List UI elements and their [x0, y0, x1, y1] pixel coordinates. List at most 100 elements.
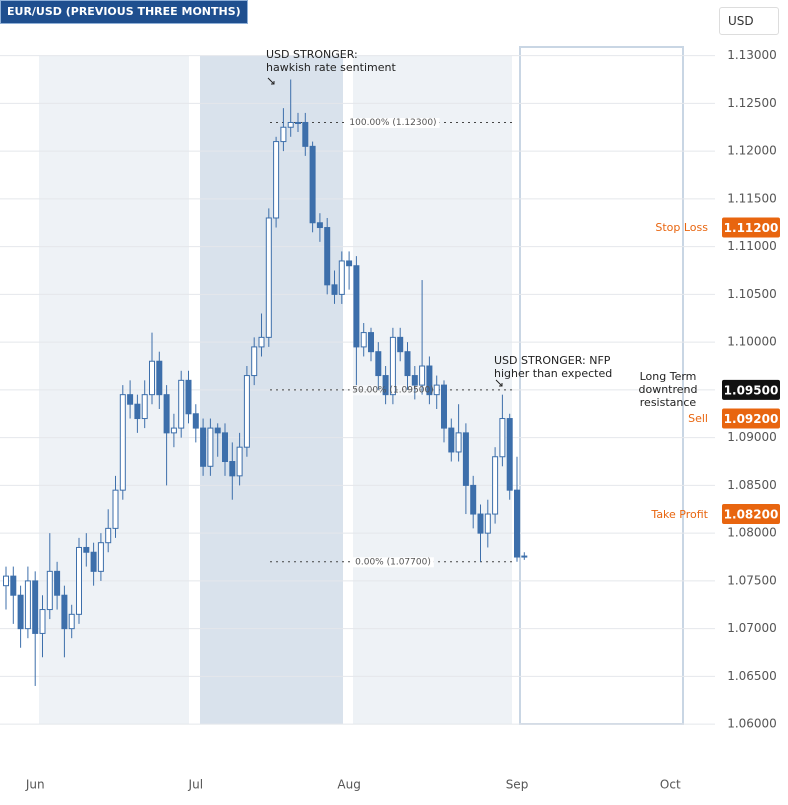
- candle-body: [448, 427, 455, 453]
- y-tick-label: 1.08000: [727, 526, 777, 540]
- candle-body: [419, 365, 426, 386]
- candle-body: [404, 351, 411, 377]
- fib-label-bg: [346, 117, 440, 128]
- candle-body: [105, 527, 112, 544]
- candle-body: [477, 513, 484, 534]
- candle-body: [149, 360, 155, 396]
- y-tick-label: 1.08500: [727, 478, 777, 492]
- annotation-arrow: [267, 77, 275, 85]
- candle-body: [178, 379, 185, 429]
- candle-body: [251, 346, 258, 377]
- candle-body: [76, 546, 82, 615]
- candle-body: [46, 570, 53, 611]
- x-tick-label: Oct: [660, 778, 681, 792]
- candle-body: [462, 432, 469, 486]
- annotation-arrow: [495, 379, 503, 387]
- y-tick-label: 1.10000: [727, 335, 777, 349]
- candle-body: [141, 394, 148, 420]
- candle-body: [243, 375, 250, 448]
- x-tick-label: Sep: [506, 778, 529, 792]
- candle-body: [295, 121, 301, 124]
- price-badge: [722, 217, 780, 238]
- candle-body: [338, 260, 345, 295]
- y-tick-label: 1.06000: [727, 717, 777, 731]
- candle-body: [207, 427, 214, 467]
- candle-body: [309, 145, 316, 224]
- candle-body: [200, 427, 207, 467]
- y-tick-label: 1.10500: [727, 287, 777, 301]
- candle-body: [222, 432, 228, 463]
- annotation: USD STRONGER: NFP higher than expected: [494, 354, 613, 380]
- candle-body: [258, 336, 265, 348]
- candle-body: [10, 575, 17, 596]
- y-tick-label: 1.07500: [727, 573, 777, 587]
- level-name: Sell: [688, 412, 708, 426]
- candle-body: [397, 336, 404, 353]
- fib-label: 100.00% (1.12300): [349, 118, 436, 128]
- currency-selector[interactable]: USD: [719, 7, 779, 35]
- candle-body: [324, 227, 331, 286]
- candle-body: [411, 375, 418, 386]
- y-tick-label: 1.12500: [727, 96, 777, 110]
- candle-body: [353, 265, 360, 348]
- price-badge-label: 1.09500: [724, 383, 779, 397]
- candle-body: [83, 546, 90, 553]
- candle-body: [61, 594, 68, 630]
- price-badge: [722, 408, 780, 429]
- candle-body: [192, 413, 199, 429]
- candle-body: [499, 418, 506, 458]
- price-badge: [722, 504, 780, 525]
- price-badge-label: 1.09200: [724, 412, 779, 426]
- price-badge-label: 1.08200: [724, 508, 779, 522]
- candle-body: [331, 284, 338, 295]
- level-name: Long Term downtrend resistance: [638, 370, 698, 410]
- candle-body: [236, 446, 243, 477]
- candle-body: [39, 609, 46, 634]
- candle-body: [455, 432, 462, 453]
- candle-body: [90, 551, 97, 572]
- candle-body: [170, 427, 177, 434]
- y-tick-label: 1.11500: [727, 191, 777, 205]
- candle-body: [32, 580, 39, 634]
- candle-body: [346, 260, 353, 267]
- y-tick-label: 1.11000: [727, 239, 777, 253]
- candle-body: [112, 489, 119, 529]
- y-tick-label: 1.13000: [727, 48, 777, 62]
- y-tick-label: 1.07000: [727, 621, 777, 635]
- candle-body: [3, 575, 9, 587]
- level-name: Stop Loss: [655, 221, 708, 235]
- candle-body: [360, 332, 367, 348]
- candle-body: [163, 394, 170, 434]
- candle-body: [433, 384, 440, 396]
- candle-body: [506, 418, 513, 491]
- candle-body: [185, 379, 192, 415]
- candle-body: [24, 580, 31, 630]
- candle-body: [441, 384, 447, 429]
- price-badge-label: 1.11200: [724, 221, 779, 235]
- candle-body: [484, 513, 491, 534]
- candle-body: [521, 555, 528, 558]
- fib-label: 50.00% (1.09500): [352, 385, 433, 395]
- candle-body: [280, 126, 287, 143]
- candle-body: [97, 542, 104, 572]
- candle-body: [156, 360, 163, 396]
- price-badge: [722, 379, 780, 400]
- x-tick-label: Jul: [188, 778, 203, 792]
- candle-body: [375, 351, 382, 377]
- x-tick-label: Aug: [337, 778, 360, 792]
- candle-body: [273, 141, 280, 219]
- candle-body: [287, 121, 294, 128]
- fib-label-bg: [352, 557, 434, 568]
- candle-body: [229, 461, 236, 477]
- candle-body: [389, 336, 396, 396]
- chart-title: EUR/USD (PREVIOUS THREE MONTHS): [0, 0, 248, 24]
- y-tick-label: 1.12000: [727, 144, 777, 158]
- y-tick-label: 1.06500: [727, 669, 777, 683]
- candle-body: [368, 332, 374, 353]
- candle-body: [265, 217, 272, 338]
- candle-body: [302, 121, 309, 147]
- candle-body: [514, 489, 520, 558]
- candle-body: [214, 427, 221, 434]
